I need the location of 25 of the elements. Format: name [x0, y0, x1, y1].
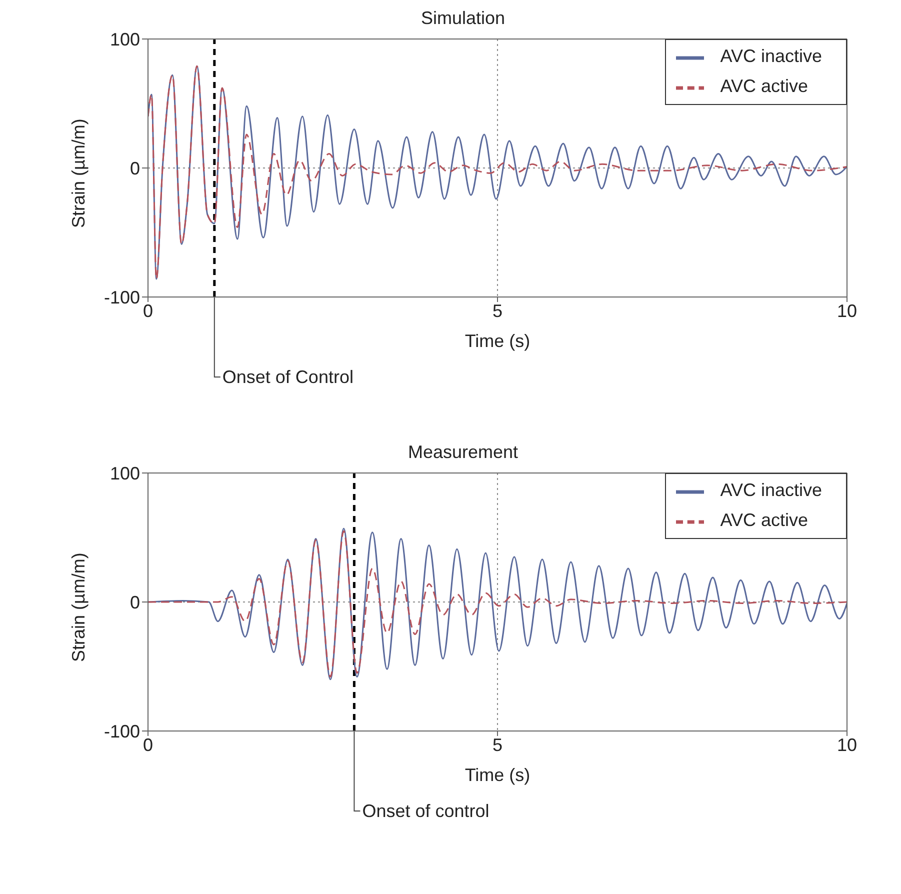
legend-label: AVC inactive: [720, 480, 822, 500]
legend-label: AVC active: [720, 510, 808, 530]
ref-line-label: Onset of Control: [222, 367, 354, 387]
x-tick-label: 0: [142, 734, 154, 755]
legend-label: AVC inactive: [720, 46, 822, 66]
line-series: [148, 65, 847, 280]
y-tick-label: -100: [104, 287, 140, 308]
y-tick-label: 0: [130, 158, 140, 178]
y-tick-label: 100: [110, 29, 140, 50]
y-axis-title: Strain (µm/m): [68, 552, 88, 662]
legend-label: AVC active: [720, 76, 808, 96]
x-tick-label: 0: [142, 300, 154, 321]
chart-title: Measurement: [408, 442, 518, 462]
x-tick-label: 10: [836, 300, 858, 321]
x-tick-label: 5: [492, 734, 503, 755]
x-axis-title: Time (s): [464, 331, 530, 351]
ref-line-label: Onset of control: [362, 801, 490, 821]
y-tick-label: -100: [104, 721, 140, 742]
y-tick-label: 100: [110, 463, 140, 484]
x-tick-label: 5: [492, 300, 503, 321]
x-axis-title: Time (s): [464, 765, 530, 785]
y-tick-label: 0: [130, 592, 140, 612]
x-tick-label: 10: [836, 734, 858, 755]
y-axis-title: Strain (µm/m): [68, 118, 88, 228]
chart-title: Simulation: [420, 8, 506, 28]
